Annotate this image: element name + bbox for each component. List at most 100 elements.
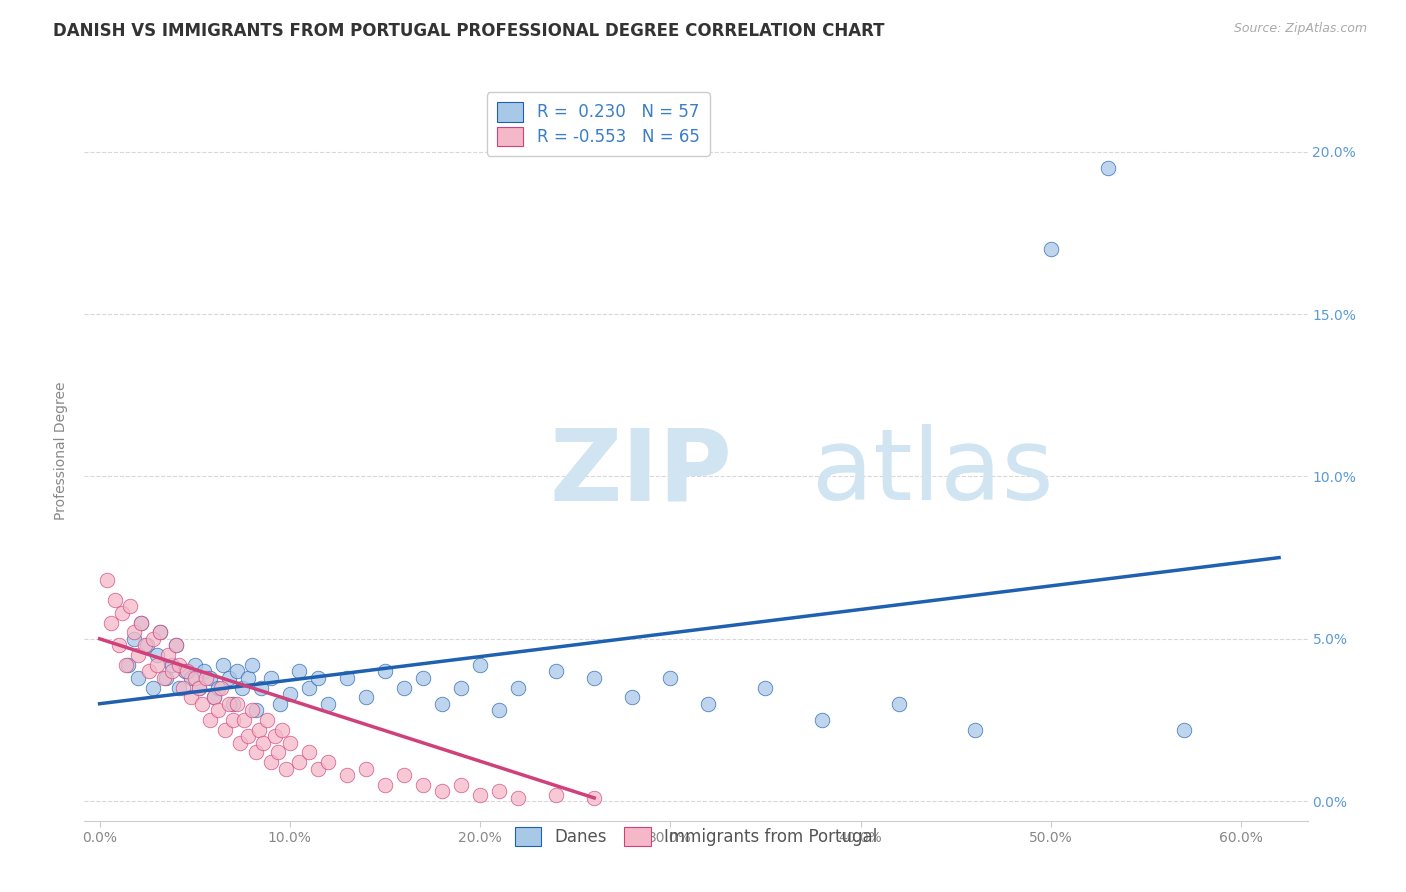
Point <box>583 791 606 805</box>
Point <box>245 703 267 717</box>
Point <box>122 625 145 640</box>
Point <box>697 697 720 711</box>
Point <box>107 638 129 652</box>
Point <box>142 681 165 695</box>
Point <box>811 713 834 727</box>
Point <box>412 778 434 792</box>
Point <box>278 736 301 750</box>
Point <box>127 671 149 685</box>
Point <box>155 671 177 685</box>
Point <box>202 690 225 705</box>
Point <box>233 713 256 727</box>
Point <box>136 638 159 652</box>
Point <box>288 665 311 679</box>
Point <box>506 791 529 805</box>
Point <box>187 681 209 695</box>
Point <box>193 665 215 679</box>
Point <box>160 657 183 672</box>
Point <box>160 665 183 679</box>
Point <box>250 681 273 695</box>
Point <box>118 599 141 614</box>
Point <box>468 788 491 802</box>
Point <box>153 671 176 685</box>
Point <box>198 713 221 727</box>
Point <box>127 648 149 662</box>
Point <box>316 697 339 711</box>
Point <box>659 671 682 685</box>
Point <box>1097 161 1119 175</box>
Point <box>145 657 167 672</box>
Point <box>887 697 910 711</box>
Point <box>195 671 218 685</box>
Point <box>165 638 187 652</box>
Point <box>100 615 122 630</box>
Point <box>138 665 160 679</box>
Point <box>149 625 172 640</box>
Point <box>122 632 145 646</box>
Point <box>240 703 263 717</box>
Point <box>180 690 202 705</box>
Point <box>115 657 138 672</box>
Text: Source: ZipAtlas.com: Source: ZipAtlas.com <box>1233 22 1367 36</box>
Point <box>336 671 359 685</box>
Point <box>131 615 153 630</box>
Point <box>231 681 253 695</box>
Point <box>278 687 301 701</box>
Point <box>546 788 568 802</box>
Point <box>256 713 278 727</box>
Point <box>392 681 415 695</box>
Text: ZIP: ZIP <box>550 425 733 521</box>
Point <box>142 632 165 646</box>
Point <box>392 768 415 782</box>
Point <box>225 665 247 679</box>
Point <box>214 723 236 737</box>
Point <box>236 671 259 685</box>
Point <box>307 762 329 776</box>
Point <box>212 657 235 672</box>
Point <box>218 697 240 711</box>
Point <box>506 681 529 695</box>
Point <box>754 681 776 695</box>
Point <box>191 697 214 711</box>
Point <box>621 690 644 705</box>
Point <box>468 657 491 672</box>
Point <box>307 671 329 685</box>
Point <box>104 592 127 607</box>
Point <box>96 574 118 588</box>
Point <box>583 671 606 685</box>
Point <box>222 697 245 711</box>
Text: atlas: atlas <box>813 425 1054 521</box>
Point <box>174 665 197 679</box>
Point <box>172 681 194 695</box>
Point <box>229 736 252 750</box>
Point <box>430 784 453 798</box>
Point <box>488 784 510 798</box>
Point <box>117 657 139 672</box>
Point <box>198 671 221 685</box>
Point <box>288 755 311 769</box>
Point <box>252 736 274 750</box>
Point <box>222 713 245 727</box>
Point <box>247 723 270 737</box>
Point <box>336 768 359 782</box>
Point <box>187 681 209 695</box>
Point <box>271 723 294 737</box>
Point <box>267 746 290 760</box>
Point <box>488 703 510 717</box>
Point <box>207 681 229 695</box>
Point <box>298 681 321 695</box>
Point <box>111 606 134 620</box>
Point <box>169 657 191 672</box>
Point <box>274 762 297 776</box>
Point <box>546 665 568 679</box>
Point <box>169 681 191 695</box>
Point <box>450 778 472 792</box>
Text: DANISH VS IMMIGRANTS FROM PORTUGAL PROFESSIONAL DEGREE CORRELATION CHART: DANISH VS IMMIGRANTS FROM PORTUGAL PROFE… <box>53 22 884 40</box>
Point <box>374 778 396 792</box>
Point <box>218 671 240 685</box>
Point <box>209 681 232 695</box>
Point <box>374 665 396 679</box>
Point <box>240 657 263 672</box>
Point <box>145 648 167 662</box>
Point <box>245 746 267 760</box>
